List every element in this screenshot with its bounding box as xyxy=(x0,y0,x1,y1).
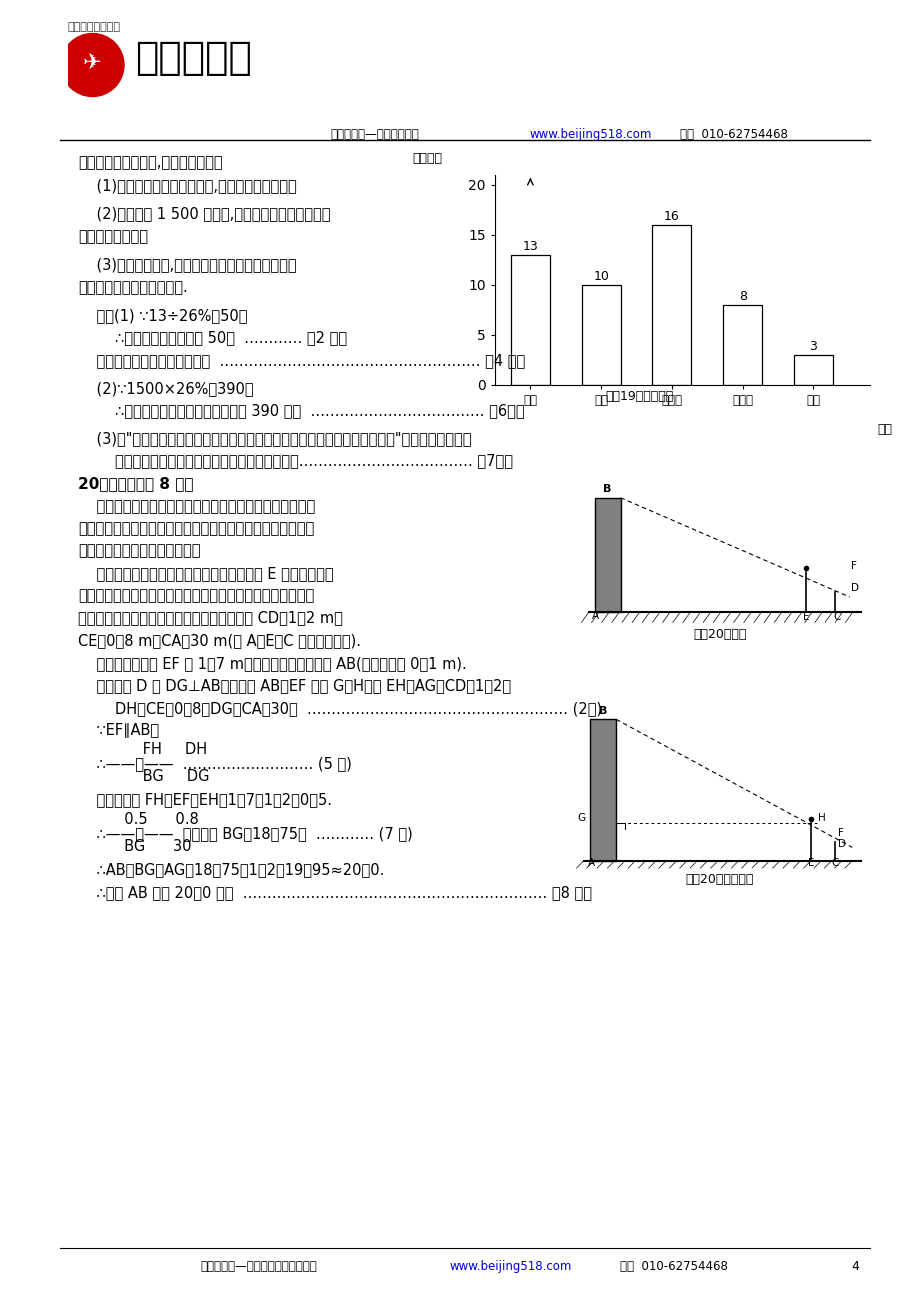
Text: 北达教育旗下网站: 北达教育旗下网站 xyxy=(68,22,121,33)
Bar xyxy=(793,355,832,385)
Text: (1)求本次被调查的学生人数,并补全条形统计图；: (1)求本次被调查的学生人数,并补全条形统计图； xyxy=(78,178,297,193)
Text: ∴——＝——  解之，得 BG＝18．75．  ………… (7 分): ∴——＝—— 解之，得 BG＝18．75． ………… (7 分) xyxy=(78,825,413,841)
Text: 如示意图，小明边移动边观察，发现站到点 E 处时，可以使: 如示意图，小明边移动边观察，发现站到点 E 处时，可以使 xyxy=(78,566,334,581)
Text: 电话  010-62754468: 电话 010-62754468 xyxy=(619,1260,727,1273)
Text: (2)∵1500×26%＝390，: (2)∵1500×26%＝390， xyxy=(78,381,254,396)
Text: 电话  010-62754468: 电话 010-62754468 xyxy=(679,128,787,141)
Text: 运动的学生人数；: 运动的学生人数； xyxy=(78,229,148,243)
Text: 小明想利用太阳光测量楼高．他带着皮尺来到一栋楼下，: 小明想利用太阳光测量楼高．他带着皮尺来到一栋楼下， xyxy=(78,499,315,514)
Text: B: B xyxy=(603,484,611,493)
Text: (3)根据调查结果,请你为学校即将组织的一项球类: (3)根据调查结果,请你为学校即将组织的一项球类 xyxy=(78,256,296,272)
Text: (3)如"由于最喜欢乒乓球运动的人数最多，因此，学校应组织乒乓球对抗赛"等．（只要根据调: (3)如"由于最喜欢乒乓球运动的人数最多，因此，学校应组织乒乓球对抗赛"等．（只… xyxy=(78,431,471,447)
Text: ∵EF∥AB，: ∵EF∥AB， xyxy=(78,723,159,738)
Text: ∴该校最喜欢篮球运动的学生约为 390 人．  ……………………………… （6分）: ∴该校最喜欢篮球运动的学生约为 390 人． ……………………………… （6分） xyxy=(78,404,524,418)
Text: BG     DG: BG DG xyxy=(78,769,210,784)
Bar xyxy=(594,497,620,612)
Bar xyxy=(581,285,620,385)
Text: 好相同．此时，测得小明落在墙上的影子高度 CD＝1．2 m，: 好相同．此时，测得小明落在墙上的影子高度 CD＝1．2 m， xyxy=(78,611,343,625)
Text: 16: 16 xyxy=(664,210,679,223)
Text: BG      30: BG 30 xyxy=(78,838,191,854)
Text: FH     DH: FH DH xyxy=(78,742,207,756)
Bar xyxy=(652,225,690,385)
Text: D: D xyxy=(836,840,845,849)
Text: ∴——＝——  ……………………… (5 分): ∴——＝—— ……………………… (5 分) xyxy=(78,756,351,771)
Text: C: C xyxy=(832,612,839,622)
Text: 对抗赛提出一条合理化建议.: 对抗赛提出一条合理化建议. xyxy=(78,280,187,296)
Circle shape xyxy=(61,34,124,96)
Text: 测量方案，具体测量情况如下：: 测量方案，具体测量情况如下： xyxy=(78,543,200,559)
Text: 自己落在墙上的影子与这栋楼落在墙上的影子重叠，且高度恰: 自己落在墙上的影子与这栋楼落在墙上的影子重叠，且高度恰 xyxy=(78,589,314,603)
Text: 由题意，知 FH＝EF－EH＝1．7－1．2＝0．5.: 由题意，知 FH＝EF－EH＝1．7－1．2＝0．5. xyxy=(78,792,332,807)
Text: 10: 10 xyxy=(593,270,608,283)
Text: 8: 8 xyxy=(738,290,746,303)
Text: C: C xyxy=(830,858,837,868)
Y-axis label: 学生人数: 学生人数 xyxy=(412,151,442,164)
Text: （第20题图）: （第20题图） xyxy=(693,628,746,641)
Text: DH＝CE＝0．8，DG＝CA＝30．  ……………………………………………… (2分): DH＝CE＝0．8，DG＝CA＝30． ……………………………………………… (… xyxy=(78,700,601,716)
Text: 北京中考网—北达教育旗下: 北京中考网—北达教育旗下 xyxy=(330,128,418,141)
Text: 13: 13 xyxy=(522,240,538,253)
Text: 3: 3 xyxy=(809,340,816,353)
Text: 解：过点 D 作 DG⊥AB，分别交 AB，EF 于点 G，H，则 EH＝AG＝CD＝1．2，: 解：过点 D 作 DG⊥AB，分别交 AB，EF 于点 G，H，则 EH＝AG＝… xyxy=(78,678,511,693)
Text: 北京中考网—北达教育旗下门户网站: 北京中考网—北达教育旗下门户网站 xyxy=(199,1260,316,1273)
Text: 已知小明的身高 EF 是 1．7 m，请你帮小明求出楼高 AB(结果精确到 0．1 m).: 已知小明的身高 EF 是 1．7 m，请你帮小明求出楼高 AB(结果精确到 0．… xyxy=(78,656,466,671)
Text: E: E xyxy=(807,858,813,868)
Text: ∴本次被调查的人数是 50．  ………… （2 分）: ∴本次被调查的人数是 50． ………… （2 分） xyxy=(78,329,346,345)
Text: H: H xyxy=(818,812,825,823)
Text: （第19题答案图）: （第19题答案图） xyxy=(606,391,674,404)
Text: G: G xyxy=(576,812,584,823)
Text: 查结果提出合理、健康、积极的建议即可给分）……………………………… （7分）: 查结果提出合理、健康、积极的建议即可给分）……………………………… （7分） xyxy=(78,453,513,467)
Bar xyxy=(510,255,550,385)
Text: ∴AB＝BG＋AG＝18．75＋1．2＝19．95≈20．0.: ∴AB＝BG＋AG＝18．75＋1．2＝19．95≈20．0. xyxy=(78,862,384,878)
Text: 根据统计图中的信息,解答下列问题：: 根据统计图中的信息,解答下列问题： xyxy=(78,155,222,171)
Text: 北京中考网: 北京中考网 xyxy=(135,39,252,77)
Text: ✈: ✈ xyxy=(83,53,102,74)
Text: 20．（本题满分 8 分）: 20．（本题满分 8 分） xyxy=(78,477,193,491)
Text: 解：(1) ∵13÷26%＝50，: 解：(1) ∵13÷26%＝50， xyxy=(78,309,247,323)
Text: 4: 4 xyxy=(850,1260,858,1273)
Text: 0.5      0.8: 0.5 0.8 xyxy=(78,812,199,827)
Text: 补全的条形统计图如图所示．  ……………………………………………… （4 分）: 补全的条形统计图如图所示． ……………………………………………… （4 分） xyxy=(78,353,525,368)
Text: 项目: 项目 xyxy=(876,423,891,436)
Text: D: D xyxy=(850,582,858,592)
Text: F: F xyxy=(850,561,857,572)
Bar xyxy=(722,305,761,385)
Text: ∴楼高 AB 约为 20．0 米．  ……………………………………………………… （8 分）: ∴楼高 AB 约为 20．0 米． ……………………………………………………… … xyxy=(78,885,591,900)
Text: F: F xyxy=(836,828,843,838)
Text: CE＝0．8 m，CA＝30 m(点 A，E，C 在同一直线上).: CE＝0．8 m，CA＝30 m(点 A，E，C 在同一直线上). xyxy=(78,633,360,648)
Bar xyxy=(589,720,616,861)
Text: （第20题答案图）: （第20题答案图） xyxy=(685,874,754,885)
Text: 发现对面墙上有这栋楼的影子，针对这种情况，他设计了一种: 发现对面墙上有这栋楼的影子，针对这种情况，他设计了一种 xyxy=(78,521,314,536)
Text: A: A xyxy=(591,611,598,621)
Text: (2)若全校有 1 500 名学生,请你估计该校最喜欢篮球: (2)若全校有 1 500 名学生,请你估计该校最喜欢篮球 xyxy=(78,206,330,221)
Text: E: E xyxy=(802,612,809,622)
Text: B: B xyxy=(598,706,607,716)
Text: www.beijing518.com: www.beijing518.com xyxy=(449,1260,572,1273)
Text: A: A xyxy=(587,858,595,868)
Text: www.beijing518.com: www.beijing518.com xyxy=(529,128,652,141)
